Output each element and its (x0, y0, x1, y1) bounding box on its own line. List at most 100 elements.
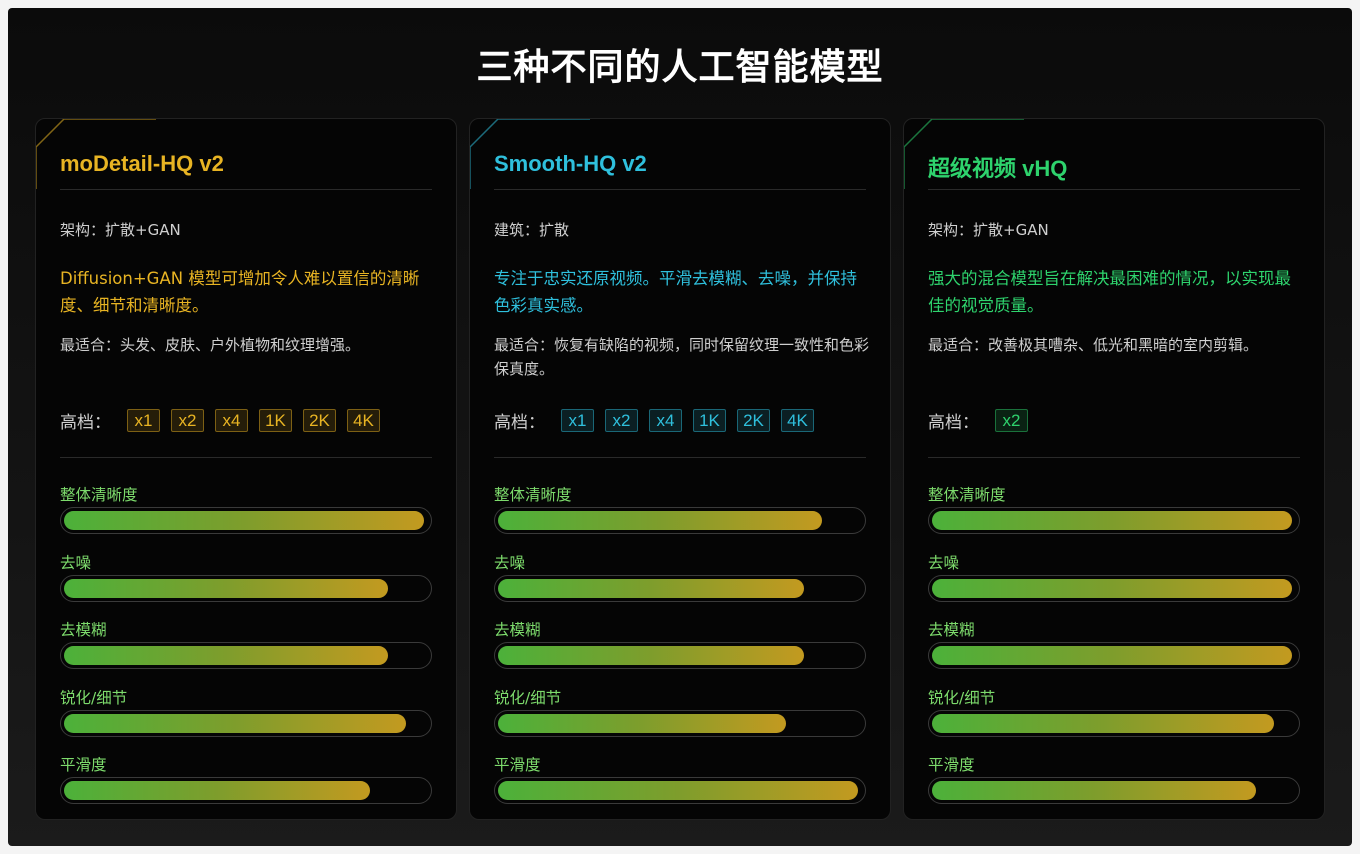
metric-bar-track (60, 574, 432, 602)
upscale-chip-2k[interactable]: 2K (303, 409, 336, 432)
upscale-options: 高档： x1 x2 x4 1K 2K 4K (60, 408, 391, 433)
metrics-list: 整体清晰度 去噪 去模糊 锐化/细节 平滑度 (928, 485, 1300, 819)
metric-row: 去噪 (494, 553, 866, 621)
metric-label: 去噪 (60, 553, 92, 572)
upscale-options: 高档： x1 x2 x4 1K 2K 4K (494, 408, 825, 433)
upscale-chip-4k[interactable]: 4K (347, 409, 380, 432)
upscale-chip-x2[interactable]: x2 (995, 409, 1028, 432)
metric-bar-fill (498, 578, 804, 598)
card-title: 超级视频 vHQ (928, 156, 1068, 181)
metric-bar-fill (498, 713, 786, 733)
metric-bar-fill (64, 713, 407, 733)
title-divider (60, 189, 432, 190)
best-for-text: 最适合：恢复有缺陷的视频，同时保留纹理一致性和色彩保真度。 (494, 336, 870, 378)
metric-bar-fill (932, 511, 1293, 530)
metric-row: 锐化/细节 (494, 688, 866, 756)
upscale-chip-4k[interactable]: 4K (781, 409, 814, 432)
metric-label: 平滑度 (928, 756, 975, 775)
metric-label: 去模糊 (60, 621, 107, 640)
metric-label: 平滑度 (60, 756, 107, 775)
metric-row: 平滑度 (928, 755, 1300, 819)
metric-bar-fill (64, 646, 388, 666)
upscale-chip-x2[interactable]: x2 (605, 409, 638, 432)
metric-bar-track (928, 507, 1300, 534)
metric-bar-track (494, 507, 866, 534)
architecture-text: 架构：扩散+GAN (928, 221, 1049, 239)
upscale-label: 高档： (494, 413, 545, 433)
description-text: 专注于忠实还原视频。平滑去模糊、去噪，并保持色彩真实感。 (494, 269, 857, 315)
metric-bar-track (60, 507, 432, 534)
metrics-divider (60, 457, 432, 458)
upscale-chip-1k[interactable]: 1K (693, 409, 726, 432)
metric-bar-track (60, 642, 432, 670)
model-card-modetail: moDetail-HQ v2 架构：扩散+GAN Diffusion+GAN 模型可… (35, 118, 457, 820)
metric-bar-track (60, 777, 432, 805)
metric-bar-fill (498, 646, 804, 666)
metric-bar-fill (932, 578, 1293, 598)
upscale-chip-x1[interactable]: x1 (127, 409, 160, 432)
upscale-label: 高档： (928, 413, 979, 433)
architecture-text: 建筑：扩散 (494, 221, 570, 239)
metric-bar-fill (64, 781, 370, 801)
metric-row: 平滑度 (494, 755, 866, 819)
upscale-label: 高档： (60, 413, 111, 433)
card-title: Smooth-HQ v2 (494, 151, 647, 176)
metric-bar-fill (498, 781, 859, 801)
metric-label: 去噪 (928, 553, 960, 572)
metric-bar-fill (498, 511, 822, 530)
metrics-list: 整体清晰度 去噪 去模糊 锐化/细节 平滑度 (60, 485, 432, 819)
card-title: moDetail-HQ v2 (60, 151, 224, 176)
best-for-text: 最适合：头发、皮肤、户外植物和纹理增强。 (60, 336, 361, 354)
metric-bar-track (494, 777, 866, 805)
metric-label: 整体清晰度 (494, 486, 572, 504)
metric-label: 锐化/细节 (928, 688, 996, 707)
metric-label: 去模糊 (494, 621, 541, 640)
metric-bar-track (928, 709, 1300, 737)
metric-bar-fill (932, 781, 1256, 801)
metric-label: 整体清晰度 (60, 486, 138, 504)
metric-row: 整体清晰度 (494, 485, 866, 553)
metric-label: 整体清晰度 (928, 486, 1006, 504)
metric-bar-fill (932, 713, 1275, 733)
title-divider (494, 189, 866, 190)
metric-row: 去模糊 (494, 620, 866, 688)
description-text: 强大的混合模型旨在解决最困难的情况，以实现最佳的视觉质量。 (928, 269, 1291, 315)
metric-row: 锐化/细节 (928, 688, 1300, 756)
metric-row: 去噪 (928, 553, 1300, 621)
upscale-chip-x4[interactable]: x4 (649, 409, 682, 432)
metric-bar-track (928, 777, 1300, 805)
architecture-text: 架构：扩散+GAN (60, 221, 181, 239)
title-divider (928, 189, 1300, 190)
upscale-chip-x2[interactable]: x2 (171, 409, 204, 432)
upscale-chip-1k[interactable]: 1K (259, 409, 292, 432)
metric-bar-track (494, 642, 866, 670)
metric-bar-track (928, 642, 1300, 670)
best-for-text: 最适合：改善极其嘈杂、低光和黑暗的室内剪辑。 (928, 336, 1259, 354)
metric-row: 平滑度 (60, 755, 432, 819)
metrics-divider (494, 457, 866, 458)
upscale-chip-2k[interactable]: 2K (737, 409, 770, 432)
upscale-chip-x1[interactable]: x1 (561, 409, 594, 432)
upscale-chip-x4[interactable]: x4 (215, 409, 248, 432)
metric-row: 整体清晰度 (60, 485, 432, 553)
metric-bar-fill (64, 511, 425, 530)
metric-row: 整体清晰度 (928, 485, 1300, 553)
metric-bar-track (494, 574, 866, 602)
metric-label: 去模糊 (928, 621, 975, 640)
metric-label: 平滑度 (494, 756, 541, 775)
metric-bar-track (928, 574, 1300, 602)
metric-row: 去噪 (60, 553, 432, 621)
metrics-divider (928, 457, 1300, 458)
metric-label: 去噪 (494, 553, 526, 572)
metric-bar-track (494, 709, 866, 737)
page-frame: 三种不同的人工智能模型 moDetail-HQ v2 架构：扩散+GAN Diffu… (8, 8, 1352, 846)
upscale-options: 高档： x2 (928, 408, 1039, 433)
model-card-super-video: 超级视频 vHQ 架构：扩散+GAN 强大的混合模型旨在解决最困难的情况，以实现最佳… (903, 118, 1325, 820)
metric-row: 去模糊 (60, 620, 432, 688)
description-text: Diffusion+GAN 模型可增加令人难以置信的清晰度、细节和清晰度。 (60, 269, 420, 315)
page-title: 三种不同的人工智能模型 (476, 47, 884, 88)
metric-row: 去模糊 (928, 620, 1300, 688)
metric-bar-fill (64, 578, 388, 598)
metric-row: 锐化/细节 (60, 688, 432, 756)
metrics-list: 整体清晰度 去噪 去模糊 锐化/细节 平滑度 (494, 485, 866, 819)
